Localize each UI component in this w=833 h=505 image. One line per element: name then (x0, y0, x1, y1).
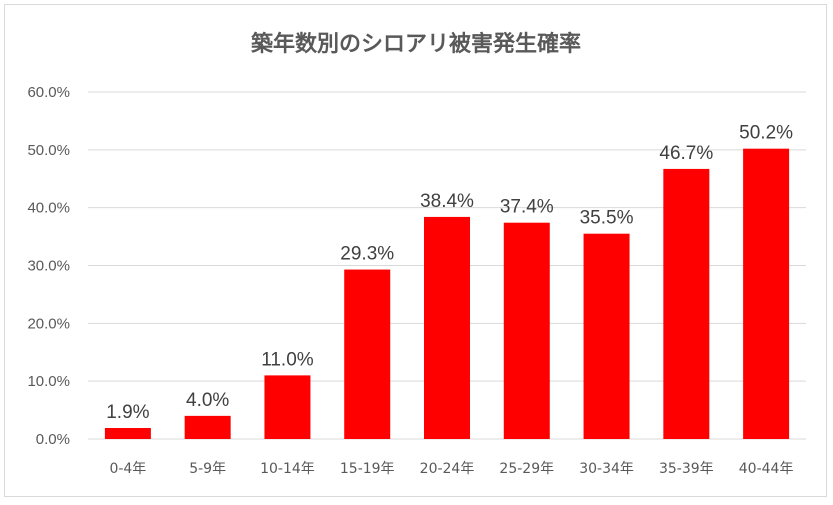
data-label: 38.4% (420, 191, 474, 212)
bars (104, 148, 790, 439)
data-label: 46.7% (659, 143, 713, 164)
bar (264, 375, 311, 439)
bar (503, 222, 550, 439)
x-category-label: 20-24年 (420, 461, 475, 477)
y-axis-ticks: 0.0% 10.0% 20.0% 30.0% 40.0% 50.0% 60.0% (27, 84, 70, 448)
y-tick-label: 60.0% (27, 84, 70, 101)
y-tick-label: 20.0% (27, 315, 70, 332)
data-label: 35.5% (580, 208, 634, 229)
chart-title: 築年数別のシロアリ被害発生確率 (250, 31, 581, 57)
x-category-label: 5-9年 (189, 461, 226, 477)
bar (583, 233, 630, 439)
data-label: 29.3% (340, 244, 394, 265)
y-tick-label: 10.0% (27, 373, 70, 390)
x-axis-categories: 0-4年 5-9年 10-14年 15-19年 20-24年 25-29年 30-34年 35… (109, 461, 793, 477)
data-label: 1.9% (106, 402, 149, 423)
x-category-label: 0-4年 (109, 461, 146, 477)
data-labels: 1.9% 4.0% 11.0% 29.3% 38.4% 37.4% 35.5% 46.7% 50… (106, 123, 793, 423)
data-label: 37.4% (500, 197, 554, 218)
data-label: 11.0% (261, 349, 314, 370)
y-tick-label: 50.0% (27, 142, 70, 159)
x-category-label: 10-14年 (260, 461, 315, 477)
bar (104, 428, 151, 439)
x-category-label: 40-44年 (739, 461, 794, 477)
x-category-label: 15-19年 (340, 461, 395, 477)
x-category-label: 30-34年 (579, 461, 634, 477)
x-category-label: 25-29年 (499, 461, 554, 477)
bar (344, 269, 391, 439)
bar (184, 415, 231, 439)
x-category-label: 35-39年 (659, 461, 714, 477)
data-label: 50.2% (739, 123, 793, 144)
bar (424, 216, 470, 439)
bar (743, 148, 790, 439)
data-label: 4.0% (186, 390, 229, 411)
y-tick-label: 30.0% (27, 258, 70, 275)
y-tick-label: 40.0% (27, 200, 70, 217)
bar (663, 168, 710, 439)
y-tick-label: 0.0% (36, 431, 70, 448)
